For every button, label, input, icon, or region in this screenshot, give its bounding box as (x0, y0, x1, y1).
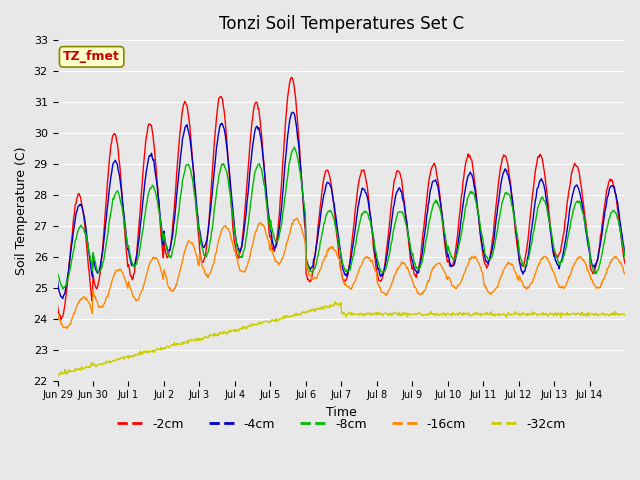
Text: TZ_fmet: TZ_fmet (63, 50, 120, 63)
Title: Tonzi Soil Temperatures Set C: Tonzi Soil Temperatures Set C (219, 15, 464, 33)
Legend: -2cm, -4cm, -8cm, -16cm, -32cm: -2cm, -4cm, -8cm, -16cm, -32cm (112, 413, 570, 436)
Y-axis label: Soil Temperature (C): Soil Temperature (C) (15, 146, 28, 275)
X-axis label: Time: Time (326, 406, 356, 419)
